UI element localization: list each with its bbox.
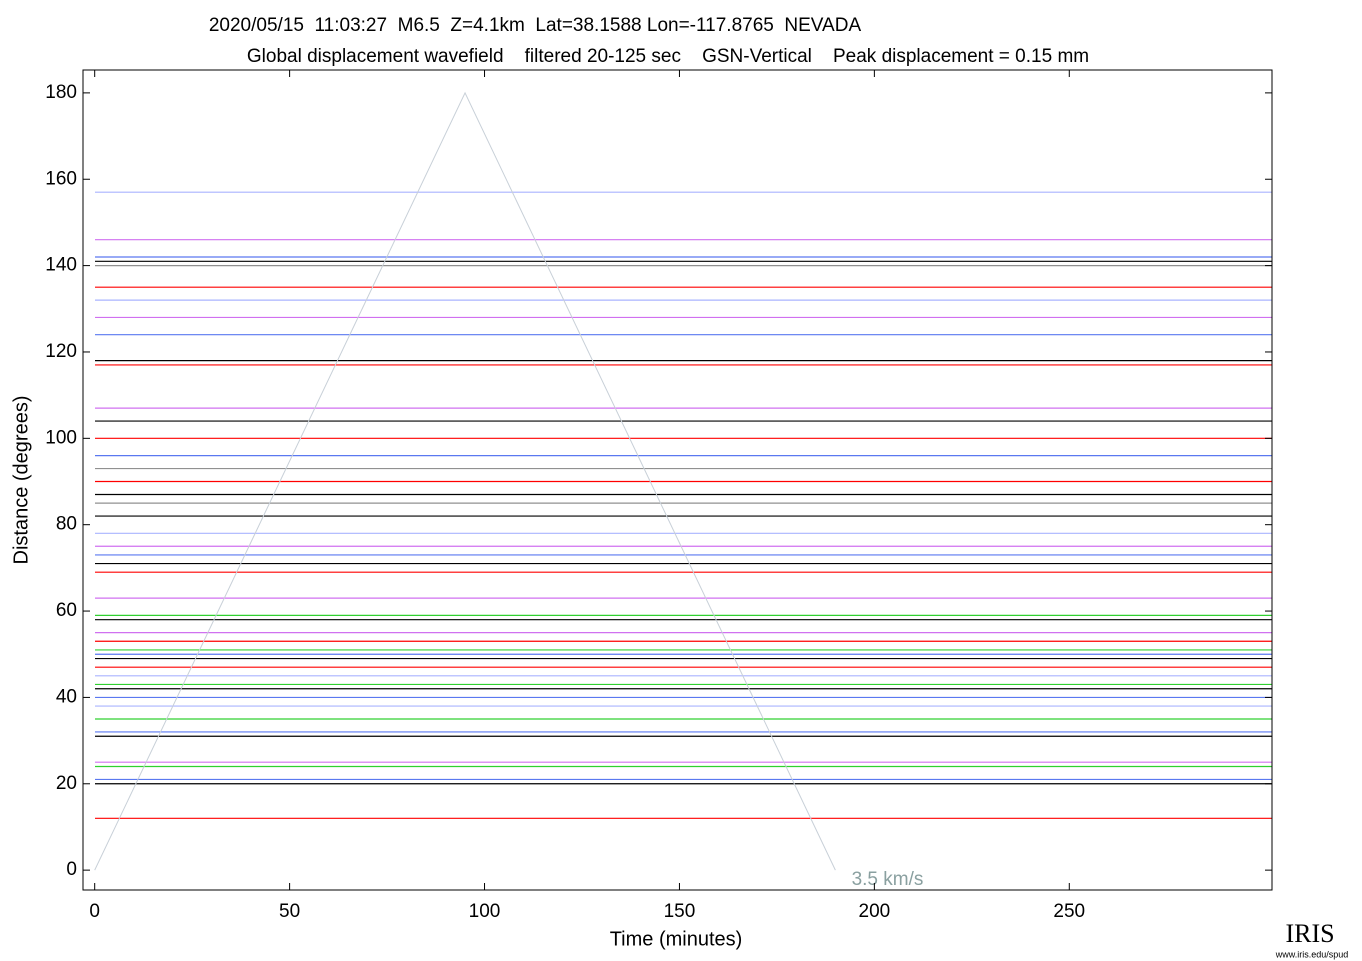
logo-url: www.iris.edu/spud bbox=[1275, 949, 1349, 959]
y-tick-label: 100 bbox=[45, 427, 77, 448]
y-tick-label: 120 bbox=[45, 341, 77, 362]
y-tick-label: 80 bbox=[56, 514, 77, 535]
chart-title: 2020/05/15 11:03:27 M6.5 Z=4.1km Lat=38.… bbox=[209, 15, 862, 36]
x-axis-label: Time (minutes) bbox=[610, 928, 743, 950]
y-tick-label: 60 bbox=[56, 600, 77, 621]
x-tick-label: 200 bbox=[859, 901, 891, 922]
x-tick-label: 250 bbox=[1053, 901, 1085, 922]
y-tick-label: 180 bbox=[45, 82, 77, 103]
y-tick-label: 0 bbox=[66, 859, 77, 880]
x-tick-label: 50 bbox=[279, 901, 300, 922]
plot-frame bbox=[82, 69, 1273, 891]
reference-line bbox=[94, 91, 836, 871]
reference-label: 3.5 km/s bbox=[852, 869, 924, 890]
y-tick-label: 20 bbox=[56, 773, 77, 794]
y-tick-label: 40 bbox=[56, 686, 77, 707]
x-tick-label: 0 bbox=[89, 901, 100, 922]
y-axis-label: Distance (degrees) bbox=[10, 396, 32, 565]
y-tick-label: 160 bbox=[45, 168, 77, 189]
chart-subtitle: Global displacement wavefield filtered 2… bbox=[247, 46, 1089, 67]
logo: IRIS bbox=[1285, 919, 1334, 948]
y-tick-label: 140 bbox=[45, 255, 77, 276]
x-tick-label: 150 bbox=[664, 901, 696, 922]
x-tick-label: 100 bbox=[469, 901, 501, 922]
